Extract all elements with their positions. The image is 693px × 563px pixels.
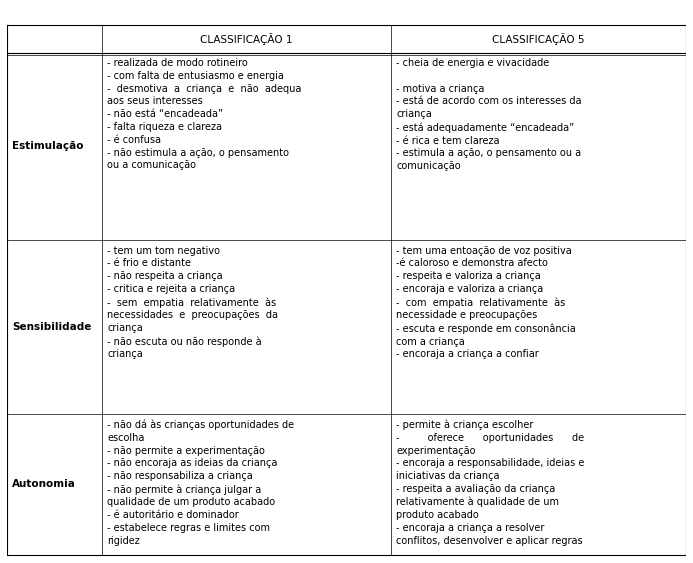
Text: CLASSIFICAÇÃO 5: CLASSIFICAÇÃO 5 [492,33,585,44]
Text: - permite à criança escolher
-         oferece      oportunidades      de
experi: - permite à criança escolher - oferece o… [396,419,584,546]
Text: Estimulação: Estimulação [12,141,84,151]
Text: Autonomia: Autonomia [12,479,76,489]
Text: - cheia de energia e vivacidade

- motiva a criança
- está de acordo com os inte: - cheia de energia e vivacidade - motiva… [396,58,581,171]
Text: - realizada de modo rotineiro
- com falta de entusiasmo e energia
-  desmotiva  : - realizada de modo rotineiro - com falt… [107,58,302,171]
Text: CLASSIFICAÇÃO 1: CLASSIFICAÇÃO 1 [200,33,292,44]
Text: - tem um tom negativo
- é frio e distante
- não respeita a criança
- critica e r: - tem um tom negativo - é frio e distant… [107,245,279,359]
Text: - tem uma entoação de voz positiva
-é caloroso e demonstra afecto
- respeita e v: - tem uma entoação de voz positiva -é ca… [396,245,576,359]
Text: Sensibilidade: Sensibilidade [12,322,91,332]
Text: - não dá às crianças oportunidades de
escolha
- não permite a experimentação
- n: - não dá às crianças oportunidades de es… [107,419,295,546]
